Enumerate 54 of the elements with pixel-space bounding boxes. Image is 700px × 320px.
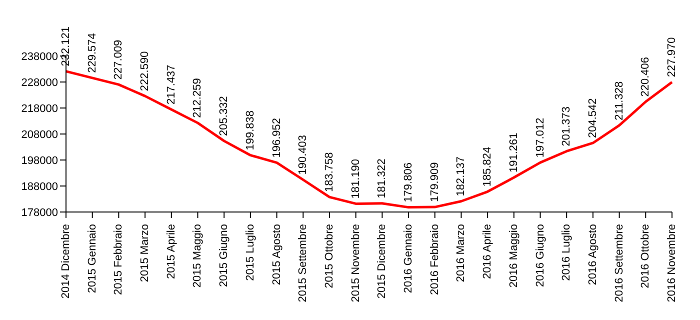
data-label: 199.838 <box>244 110 256 150</box>
x-tick-label: 2016 Novembre <box>666 224 678 302</box>
data-label: 204.542 <box>586 98 599 138</box>
y-tick-label: 208000 <box>21 128 58 141</box>
data-label: 212.259 <box>192 78 204 118</box>
x-tick-label: 2016 Febbraio <box>428 224 441 295</box>
x-tick-label: 2016 Agosto <box>586 224 599 286</box>
data-label: 190.403 <box>297 134 310 175</box>
x-tick-label: 2015 Dicembre <box>376 224 388 299</box>
data-label: 179.806 <box>402 162 415 202</box>
y-tick-label: 218000 <box>21 102 58 115</box>
x-tick-label: 2015 Novembre <box>350 224 362 302</box>
data-label: 220.406 <box>640 56 652 97</box>
data-label: 179.909 <box>428 162 441 202</box>
x-tick-label: 2015 Marzo <box>139 224 152 282</box>
data-label: 205.332 <box>218 96 230 136</box>
data-label: 181.322 <box>376 158 388 198</box>
x-tick-label: 2016 Gennaio <box>402 224 415 294</box>
data-label: 201.373 <box>560 106 573 146</box>
data-label: 227.009 <box>112 40 125 80</box>
x-tick-label: 2016 Aprile <box>482 224 494 280</box>
x-tick-label: 2015 Aprile <box>165 224 178 280</box>
x-tick-label: 2015 Febbraio <box>112 224 125 295</box>
data-label: 222.590 <box>139 51 152 92</box>
x-tick-label: 2016 Marzo <box>455 224 468 282</box>
y-tick-label: 188000 <box>21 180 58 193</box>
y-tick-label: 198000 <box>21 154 58 167</box>
data-label: 211.328 <box>613 81 626 120</box>
data-label: 182.137 <box>455 156 468 196</box>
y-tick-label: 238000 <box>21 50 58 63</box>
x-tick-label: 2016 Settembre <box>613 224 626 302</box>
x-tick-label: 2015 Gennaio <box>86 224 98 294</box>
data-label: 191.261 <box>508 132 520 173</box>
data-label: 183.758 <box>323 152 336 192</box>
data-label: 227.970 <box>666 37 678 78</box>
x-tick-label: 2015 Ottobre <box>323 224 336 288</box>
x-tick-label: 2014 Dicembre <box>60 224 72 299</box>
x-tick-label: 2016 Maggio <box>508 224 520 288</box>
data-label: 229.574 <box>86 33 98 73</box>
data-label: 181.190 <box>350 158 362 199</box>
data-label: 197.012 <box>534 118 546 158</box>
x-tick-label: 2015 Agosto <box>270 224 283 286</box>
x-tick-label: 2015 Giugno <box>218 224 230 287</box>
data-label: 185.824 <box>482 146 494 187</box>
data-label: 196.952 <box>270 118 283 158</box>
x-tick-label: 2016 Ottobre <box>640 224 652 288</box>
x-tick-label: 2015 Luglio <box>244 224 256 281</box>
y-tick-label: 228000 <box>21 76 58 89</box>
x-tick-label: 2016 Giugno <box>534 224 546 287</box>
x-tick-label: 2015 Maggio <box>192 224 204 288</box>
data-label: 217.437 <box>165 64 178 104</box>
x-tick-label: 2016 Luglio <box>560 224 573 281</box>
y-tick-label: 178000 <box>21 206 58 219</box>
x-tick-label: 2015 Settembre <box>297 224 310 302</box>
